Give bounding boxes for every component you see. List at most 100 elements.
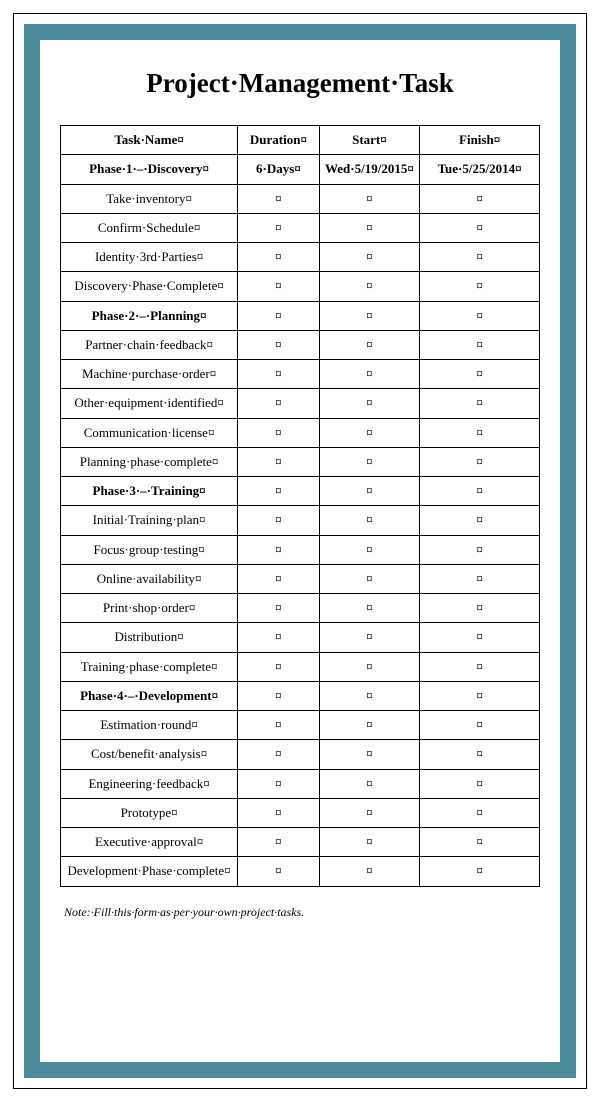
empty-cell: ¤	[238, 652, 319, 681]
empty-cell: ¤	[319, 360, 420, 389]
empty-cell: ¤	[238, 769, 319, 798]
empty-cell: ¤	[319, 506, 420, 535]
page-frame: Project·Management·Task Task·Name¤ Durat…	[24, 24, 576, 1078]
empty-cell: ¤	[238, 213, 319, 242]
empty-cell: ¤	[238, 798, 319, 827]
table-row: Phase·2·–·Planning¤¤¤¤	[61, 301, 540, 330]
empty-cell: ¤	[238, 360, 319, 389]
phase-1-finish: Tue·5/25/2014¤	[420, 155, 540, 184]
empty-cell: ¤	[420, 564, 540, 593]
task-name-cell: Phase·3·–·Training¤	[61, 477, 238, 506]
task-name-cell: Identity·3rd·Parties¤	[61, 243, 238, 272]
task-name-cell: Print·shop·order¤	[61, 594, 238, 623]
phase-1-duration: 6·Days¤	[238, 155, 319, 184]
empty-cell: ¤	[319, 213, 420, 242]
task-name-cell: Prototype¤	[61, 798, 238, 827]
empty-cell: ¤	[238, 330, 319, 359]
task-name-cell: Initial·Training·plan¤	[61, 506, 238, 535]
phase-1-name: Phase·1·–·Discovery¤	[61, 155, 238, 184]
table-row: Print·shop·order¤¤¤¤	[61, 594, 540, 623]
table-row: Machine·purchase·order¤¤¤¤	[61, 360, 540, 389]
empty-cell: ¤	[420, 798, 540, 827]
empty-cell: ¤	[420, 447, 540, 476]
empty-cell: ¤	[420, 828, 540, 857]
table-row: Prototype¤¤¤¤	[61, 798, 540, 827]
empty-cell: ¤	[319, 564, 420, 593]
empty-cell: ¤	[238, 506, 319, 535]
page-outer-border: Project·Management·Task Task·Name¤ Durat…	[13, 13, 587, 1089]
task-name-cell: Planning·phase·complete¤	[61, 447, 238, 476]
empty-cell: ¤	[319, 272, 420, 301]
empty-cell: ¤	[420, 360, 540, 389]
table-body: Take·inventory¤¤¤¤Confirm·Schedule¤¤¤¤Id…	[61, 184, 540, 886]
empty-cell: ¤	[420, 330, 540, 359]
empty-cell: ¤	[238, 243, 319, 272]
empty-cell: ¤	[319, 681, 420, 710]
col-finish: Finish¤	[420, 126, 540, 155]
task-table: Task·Name¤ Duration¤ Start¤ Finish¤ Phas…	[60, 125, 540, 887]
task-name-cell: Discovery·Phase·Complete¤	[61, 272, 238, 301]
table-row: Take·inventory¤¤¤¤	[61, 184, 540, 213]
empty-cell: ¤	[319, 857, 420, 886]
task-name-cell: Take·inventory¤	[61, 184, 238, 213]
table-row: Engineering·feedback¤¤¤¤	[61, 769, 540, 798]
table-row: Focus·group·testing¤¤¤¤	[61, 535, 540, 564]
task-name-cell: Engineering·feedback¤	[61, 769, 238, 798]
task-name-cell: Training·phase·complete¤	[61, 652, 238, 681]
task-name-cell: Development·Phase·complete¤	[61, 857, 238, 886]
empty-cell: ¤	[238, 535, 319, 564]
empty-cell: ¤	[420, 418, 540, 447]
empty-cell: ¤	[420, 594, 540, 623]
empty-cell: ¤	[238, 477, 319, 506]
table-row: Cost/benefit·analysis¤¤¤¤	[61, 740, 540, 769]
table-row: Planning·phase·complete¤¤¤¤	[61, 447, 540, 476]
empty-cell: ¤	[420, 681, 540, 710]
empty-cell: ¤	[319, 184, 420, 213]
phase-1-start: Wed·5/19/2015¤	[319, 155, 420, 184]
empty-cell: ¤	[420, 652, 540, 681]
task-name-cell: Estimation·round¤	[61, 711, 238, 740]
task-name-cell: Machine·purchase·order¤	[61, 360, 238, 389]
task-name-cell: Phase·4·–·Development¤	[61, 681, 238, 710]
empty-cell: ¤	[238, 301, 319, 330]
empty-cell: ¤	[319, 740, 420, 769]
col-duration: Duration¤	[238, 126, 319, 155]
col-start: Start¤	[319, 126, 420, 155]
task-name-cell: Focus·group·testing¤	[61, 535, 238, 564]
table-row: Phase·4·–·Development¤¤¤¤	[61, 681, 540, 710]
empty-cell: ¤	[319, 594, 420, 623]
empty-cell: ¤	[238, 857, 319, 886]
empty-cell: ¤	[420, 740, 540, 769]
table-row: Other·equipment·identified¤¤¤¤	[61, 389, 540, 418]
table-row: Communication·license¤¤¤¤	[61, 418, 540, 447]
footer-note: Note:·Fill·this·form·as·per·your·own·pro…	[64, 905, 540, 920]
task-name-cell: Distribution¤	[61, 623, 238, 652]
empty-cell: ¤	[238, 681, 319, 710]
table-row: Identity·3rd·Parties¤¤¤¤	[61, 243, 540, 272]
phase-1-row: Phase·1·–·Discovery¤ 6·Days¤ Wed·5/19/20…	[61, 155, 540, 184]
col-task-name: Task·Name¤	[61, 126, 238, 155]
empty-cell: ¤	[238, 594, 319, 623]
table-row: Confirm·Schedule¤¤¤¤	[61, 213, 540, 242]
empty-cell: ¤	[238, 418, 319, 447]
table-row: Development·Phase·complete¤¤¤¤	[61, 857, 540, 886]
empty-cell: ¤	[420, 301, 540, 330]
empty-cell: ¤	[238, 564, 319, 593]
empty-cell: ¤	[319, 301, 420, 330]
table-row: Estimation·round¤¤¤¤	[61, 711, 540, 740]
empty-cell: ¤	[238, 447, 319, 476]
empty-cell: ¤	[420, 769, 540, 798]
empty-cell: ¤	[238, 184, 319, 213]
empty-cell: ¤	[420, 243, 540, 272]
empty-cell: ¤	[238, 389, 319, 418]
empty-cell: ¤	[319, 798, 420, 827]
task-name-cell: Online·availability¤	[61, 564, 238, 593]
table-row: Training·phase·complete¤¤¤¤	[61, 652, 540, 681]
empty-cell: ¤	[420, 213, 540, 242]
table-row: Discovery·Phase·Complete¤¤¤¤	[61, 272, 540, 301]
task-name-cell: Communication·license¤	[61, 418, 238, 447]
task-name-cell: Phase·2·–·Planning¤	[61, 301, 238, 330]
task-name-cell: Cost/benefit·analysis¤	[61, 740, 238, 769]
task-name-cell: Partner·chain·feedback¤	[61, 330, 238, 359]
empty-cell: ¤	[238, 740, 319, 769]
